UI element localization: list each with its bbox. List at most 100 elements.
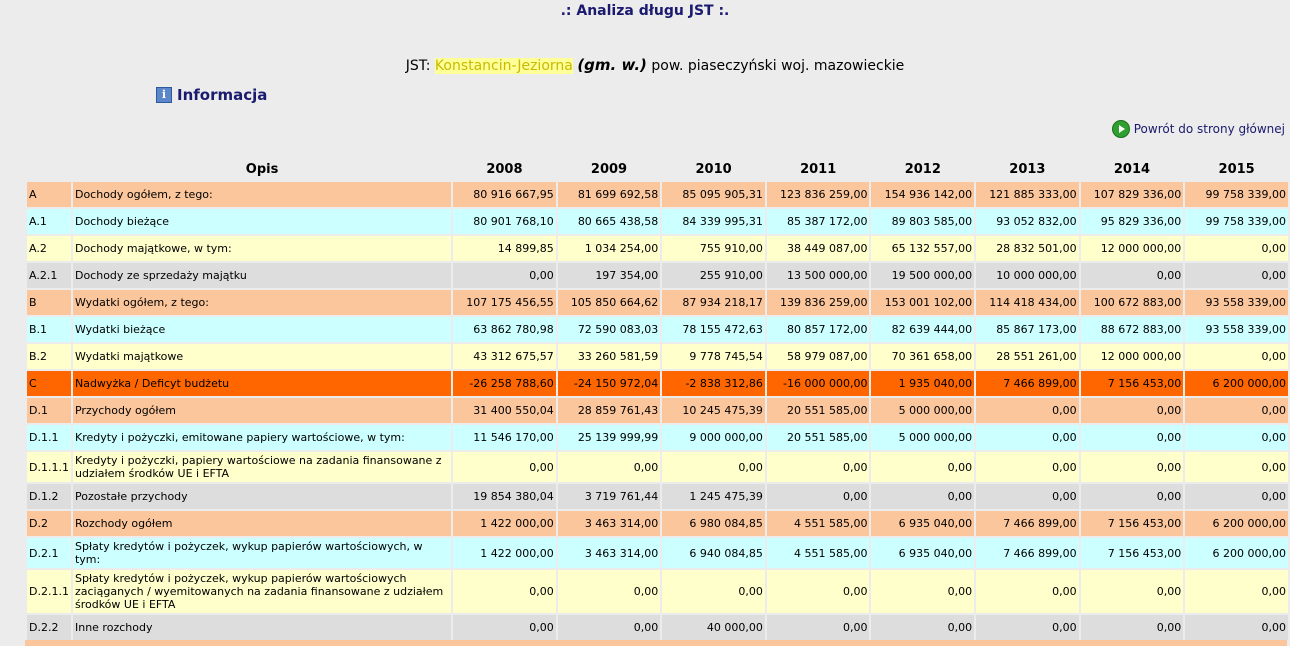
row-value: 89 803 585,00 — [871, 209, 975, 234]
row-description: Przychody ogółem — [72, 398, 452, 423]
row-value: 85 867 173,00 — [976, 317, 1079, 342]
header-code — [27, 158, 71, 180]
row-value: 114 418 434,00 — [976, 290, 1079, 315]
row-value: 255 910,00 — [662, 263, 765, 288]
debt-analysis-table: Opis 2008 2009 2010 2011 2012 2013 2014 … — [25, 156, 1290, 642]
row-value: 7 466 899,00 — [976, 511, 1079, 536]
row-code: A — [27, 182, 71, 207]
row-value: 0,00 — [1185, 263, 1288, 288]
row-value: 107 175 456,55 — [453, 290, 556, 315]
header-year: 2012 — [904, 161, 941, 177]
row-value: 153 001 102,00 — [871, 290, 975, 315]
row-value: 154 936 142,00 — [871, 182, 975, 207]
row-value: 10 245 475,39 — [662, 398, 765, 423]
row-value: 1 245 475,39 — [662, 484, 765, 509]
row-code: D.2.2 — [27, 615, 71, 640]
row-value: 7 156 453,00 — [1080, 511, 1184, 536]
table-row: D.1.2 Pozostałe przychody 19 854 380,04 3 7… — [27, 484, 1288, 509]
row-value: 0,00 — [976, 425, 1079, 450]
row-value: 0,00 — [1185, 570, 1288, 613]
row-value: 80 857 172,00 — [766, 317, 870, 342]
row-value: 0,00 — [871, 452, 975, 482]
row-value: 0,00 — [1080, 570, 1184, 613]
row-value: 38 449 087,00 — [766, 236, 870, 261]
row-code: D.1 — [27, 398, 71, 423]
row-description: Pozostałe przychody — [72, 484, 452, 509]
row-value: 0,00 — [453, 615, 556, 640]
row-description: Spłaty kredytów i pożyczek, wykup papier… — [72, 538, 452, 568]
row-code: D.2.1.1 — [27, 570, 71, 613]
row-value: 33 260 581,59 — [557, 344, 661, 369]
row-value: 197 354,00 — [557, 263, 661, 288]
row-value: 6 200 000,00 — [1185, 371, 1288, 396]
row-value: 95 829 336,00 — [1080, 209, 1184, 234]
row-value: 70 361 658,00 — [871, 344, 975, 369]
row-value: 9 778 745,54 — [662, 344, 765, 369]
row-value: 0,00 — [557, 570, 661, 613]
row-value: 0,00 — [976, 452, 1079, 482]
row-value: 6 200 000,00 — [1185, 538, 1288, 568]
row-value: 0,00 — [1185, 615, 1288, 640]
row-value: 6 935 040,00 — [871, 511, 975, 536]
row-value: 139 836 259,00 — [766, 290, 870, 315]
row-value: 11 546 170,00 — [453, 425, 556, 450]
row-value: 7 466 899,00 — [976, 371, 1079, 396]
row-value: 80 665 438,58 — [557, 209, 661, 234]
row-value: 3 463 314,00 — [557, 538, 661, 568]
jst-location: pow. piaseczyński woj. mazowieckie — [651, 58, 905, 74]
row-value: 755 910,00 — [662, 236, 765, 261]
table-row: A Dochody ogółem, z tego: 80 916 667,95 81 … — [27, 182, 1288, 207]
row-value: 1 422 000,00 — [453, 511, 556, 536]
row-value: 19 854 380,04 — [453, 484, 556, 509]
back-to-home-link[interactable]: Powrót do strony głównej — [1111, 120, 1285, 138]
row-value: 85 095 905,31 — [662, 182, 765, 207]
row-value: 7 466 899,00 — [976, 538, 1079, 568]
row-value: 0,00 — [871, 484, 975, 509]
page-title: .: Analiza długu JST :. — [560, 3, 730, 19]
row-description: Wydatki majątkowe — [72, 344, 452, 369]
row-value: 1 422 000,00 — [453, 538, 556, 568]
table-row: C Nadwyżka / Deficyt budżetu -26 258 788,6… — [27, 371, 1288, 396]
table-row: B Wydatki ogółem, z tego: 107 175 456,55 10… — [27, 290, 1288, 315]
row-value: 93 558 339,00 — [1185, 290, 1288, 315]
row-description: Spłaty kredytów i pożyczek, wykup papier… — [72, 570, 452, 613]
header-year: 2010 — [695, 161, 732, 177]
row-description: Wydatki bieżące — [72, 317, 452, 342]
table-row: D.1.1 Kredyty i pożyczki, emitowane papie… — [27, 425, 1288, 450]
row-value: 100 672 883,00 — [1080, 290, 1184, 315]
row-value: 0,00 — [1080, 615, 1184, 640]
row-value: -26 258 788,60 — [453, 371, 556, 396]
row-value: 0,00 — [976, 484, 1079, 509]
info-link[interactable]: i Informacja — [156, 86, 267, 104]
row-value: 1 935 040,00 — [871, 371, 975, 396]
table-row: D.2.2 Inne rozchody 0,00 0,00 40 000,00 0,00 0… — [27, 615, 1288, 640]
header-year: 2011 — [800, 161, 837, 177]
row-value: 0,00 — [1080, 263, 1184, 288]
row-code: A.1 — [27, 209, 71, 234]
row-value: 0,00 — [1185, 398, 1288, 423]
row-code: D.1.2 — [27, 484, 71, 509]
row-value: 3 463 314,00 — [557, 511, 661, 536]
row-value: 0,00 — [766, 615, 870, 640]
table-row: A.2 Dochody majątkowe, w tym: 14 899,85 1 0… — [27, 236, 1288, 261]
row-value: 0,00 — [1080, 452, 1184, 482]
info-label: Informacja — [177, 86, 268, 104]
row-code: D.2 — [27, 511, 71, 536]
row-value: 9 000 000,00 — [662, 425, 765, 450]
row-value: 63 862 780,98 — [453, 317, 556, 342]
table-row: D.1 Przychody ogółem 31 400 550,04 28 859 7… — [27, 398, 1288, 423]
row-description: Wydatki ogółem, z tego: — [72, 290, 452, 315]
row-value: 7 156 453,00 — [1080, 538, 1184, 568]
table-row: B.1 Wydatki bieżące 63 862 780,98 72 590 08… — [27, 317, 1288, 342]
header-year: 2008 — [486, 161, 523, 177]
row-value: 81 699 692,58 — [557, 182, 661, 207]
row-value: 0,00 — [766, 484, 870, 509]
row-value: 3 719 761,44 — [557, 484, 661, 509]
row-value: -24 150 972,04 — [557, 371, 661, 396]
row-value: 0,00 — [1080, 398, 1184, 423]
row-value: 5 000 000,00 — [871, 425, 975, 450]
header-opis: Opis — [245, 161, 279, 177]
row-value: 1 034 254,00 — [557, 236, 661, 261]
row-value: 107 829 336,00 — [1080, 182, 1184, 207]
arrow-right-icon — [1111, 120, 1130, 138]
